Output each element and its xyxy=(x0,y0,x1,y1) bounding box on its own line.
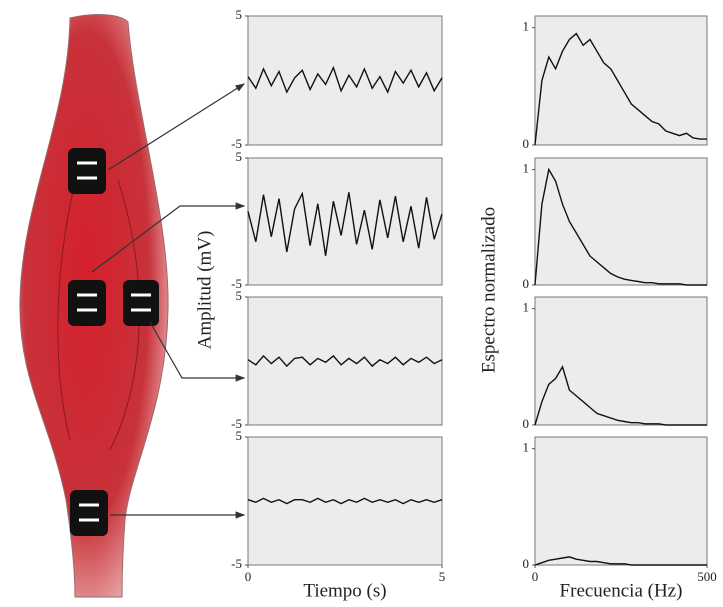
y-tick-label: 5 xyxy=(236,149,243,164)
y-tick-label: 0 xyxy=(523,416,530,431)
y-tick-label: 1 xyxy=(523,440,530,455)
panel xyxy=(247,15,443,146)
signal-line xyxy=(247,497,443,505)
panel xyxy=(247,157,443,286)
signal-line xyxy=(534,556,707,566)
y-tick-label: 0 xyxy=(523,136,530,151)
x-tick-label: 0 xyxy=(245,569,252,584)
connectors xyxy=(91,83,246,519)
x-tick-label: 0 xyxy=(532,569,539,584)
signal-line xyxy=(534,32,707,146)
panel xyxy=(534,15,708,146)
x-tick-label: 5 xyxy=(439,569,446,584)
y-tick-label: -5 xyxy=(231,276,242,291)
y-tick-label: 1 xyxy=(523,19,530,34)
muscle xyxy=(19,14,169,598)
signal-line xyxy=(534,365,707,426)
y-tick-label: 5 xyxy=(236,428,243,443)
y-tick-label: 0 xyxy=(523,276,530,291)
signal-line xyxy=(534,167,707,286)
panel xyxy=(534,436,708,566)
x-axis-label: Frecuencia (Hz) xyxy=(560,580,683,601)
y-tick-label: -5 xyxy=(231,136,242,151)
x-tick-label: 500 xyxy=(697,569,717,584)
x-axis-label: Tiempo (s) xyxy=(303,580,386,601)
y-tick-label: 0 xyxy=(523,556,530,571)
signal-line xyxy=(247,354,443,368)
panel xyxy=(534,157,708,286)
y-tick-label: -5 xyxy=(231,416,242,431)
y-tick-label: -5 xyxy=(231,556,242,571)
y-axis-label: Espectro normalizado xyxy=(478,207,499,373)
y-tick-label: 5 xyxy=(236,288,243,303)
y-axis-label: Amplitud (mV) xyxy=(194,231,215,350)
panel xyxy=(534,296,708,426)
y-tick-label: 1 xyxy=(523,300,530,315)
y-tick-label: 1 xyxy=(523,161,530,176)
signal-line xyxy=(247,191,443,256)
y-tick-label: 5 xyxy=(236,7,243,22)
signal-line xyxy=(247,65,443,94)
